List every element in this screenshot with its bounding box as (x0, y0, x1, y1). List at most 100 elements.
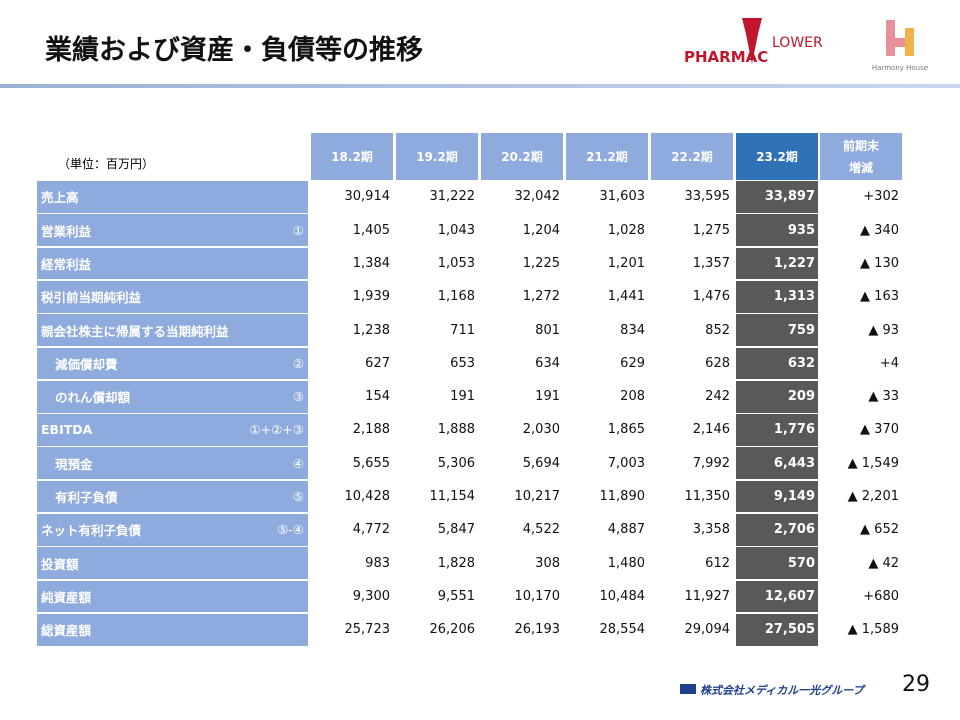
value-cell: 1,238 (352, 322, 390, 338)
change-cell: +4 (879, 355, 899, 371)
label-note: ① (292, 222, 304, 238)
row-label: 親会社株主に帰属する当期純利益 (37, 314, 308, 346)
value-cell: 634 (535, 355, 560, 371)
label-text: 減価償却費 (55, 356, 118, 372)
value-cell: 1,053 (437, 255, 475, 271)
value-cell: 935 (736, 214, 818, 247)
value-cell: 11,350 (684, 489, 731, 505)
value-cell: 1,865 (607, 422, 645, 438)
label-text: 経常利益 (41, 256, 92, 272)
value-cell: 33,897 (736, 181, 818, 213)
value-cell: 191 (450, 389, 475, 405)
row-label: のれん償却額 ③ (37, 380, 308, 413)
value-cell: 31,603 (599, 189, 646, 205)
change-cell: ▲ 2,201 (847, 489, 899, 505)
change-cell: +302 (863, 189, 899, 205)
change-cell: ▲ 163 (860, 289, 899, 305)
column-header: 前期末 増減 (820, 133, 902, 180)
pharmac-logo: PHARMAC LOWER (684, 18, 823, 66)
value-cell: 834 (620, 322, 645, 338)
label-note: ④ (292, 455, 304, 471)
value-cell: 1,939 (352, 289, 390, 305)
value-cell: 983 (365, 555, 390, 571)
value-cell: 1,028 (607, 222, 645, 238)
row-label: EBITDA ①+②+③ (37, 414, 308, 446)
value-cell: 1,480 (607, 555, 645, 571)
value-cell: 632 (736, 347, 818, 380)
label-text: 営業利益 (41, 223, 92, 239)
label-note: ② (292, 355, 304, 371)
label-note: ③ (292, 389, 304, 405)
value-cell: 1,405 (352, 222, 390, 238)
label-note: ⑤-④ (277, 522, 304, 538)
value-cell: 25,723 (344, 622, 391, 638)
value-cell: 208 (620, 389, 645, 405)
title: 業績および資産・負債等の推移 (45, 35, 423, 66)
row-label: 売上高 (37, 181, 308, 213)
value-cell: 26,206 (429, 622, 476, 638)
value-cell: 1,168 (437, 289, 475, 305)
value-cell: 9,300 (352, 588, 390, 604)
change-cell: ▲ 370 (860, 422, 899, 438)
value-cell: 1,275 (692, 222, 730, 238)
value-cell: 629 (620, 355, 645, 371)
value-cell: 1,828 (437, 555, 475, 571)
value-cell: 6,443 (736, 447, 818, 480)
value-cell: 4,522 (522, 522, 560, 538)
value-cell: 29,094 (684, 622, 731, 638)
label-text: 純資産額 (41, 589, 92, 605)
value-cell: 1,384 (352, 255, 390, 271)
value-cell: 30,914 (344, 189, 391, 205)
value-cell: 1,201 (607, 255, 645, 271)
row-label: 営業利益 ① (37, 214, 308, 247)
label-text: 現預金 (55, 456, 93, 472)
logo-text: LOWER (772, 35, 823, 51)
value-cell: 1,476 (692, 289, 730, 305)
value-cell: 612 (705, 555, 730, 571)
value-cell: 11,890 (599, 489, 646, 505)
value-cell: 11,927 (684, 588, 731, 604)
label-text: ネット有利子負債 (41, 523, 142, 539)
column-header: 22.2期 (651, 133, 733, 180)
column-header: 20.2期 (481, 133, 563, 180)
value-cell: 242 (705, 389, 730, 405)
change-cell: ▲ 1,549 (847, 455, 899, 471)
company-logo: 株式会社メディカル一光グループ (680, 682, 864, 698)
column-header: 18.2期 (311, 133, 393, 180)
value-cell: 1,225 (522, 255, 560, 271)
row-label: 有利子負債 ⑤ (37, 480, 308, 513)
value-cell: 33,595 (684, 189, 731, 205)
value-cell: 1,441 (607, 289, 645, 305)
row-label: 現預金 ④ (37, 447, 308, 480)
value-cell: 711 (450, 322, 475, 338)
change-cell: ▲ 1,589 (847, 622, 899, 638)
value-cell: 4,772 (352, 522, 390, 538)
value-cell: 5,655 (352, 455, 390, 471)
label-text: 総資産額 (41, 623, 92, 639)
value-cell: 26,193 (514, 622, 561, 638)
value-cell: 2,188 (352, 422, 390, 438)
row-label: 総資産額 (37, 613, 308, 646)
value-cell: 27,505 (736, 613, 818, 646)
value-cell: 2,030 (522, 422, 560, 438)
label-note: ⑤ (292, 489, 304, 505)
harmony-logo: Harmony House (872, 20, 928, 72)
value-cell: 1,888 (437, 422, 475, 438)
value-cell: 1,043 (437, 222, 475, 238)
value-cell: 5,694 (522, 455, 560, 471)
change-cell: ▲ 652 (860, 522, 899, 538)
logo-text: PHARMAC (684, 48, 768, 66)
value-cell: 1,357 (692, 255, 730, 271)
column-header: 23.2期 (736, 133, 818, 180)
value-cell: 1,313 (736, 280, 818, 313)
value-cell: 209 (736, 380, 818, 413)
value-cell: 3,358 (692, 522, 730, 538)
change-cell: ▲ 42 (868, 555, 899, 571)
value-cell: 32,042 (514, 189, 561, 205)
value-cell: 7,992 (692, 455, 730, 471)
header-line: 増減 (848, 160, 873, 175)
label-text: 投資額 (41, 556, 79, 572)
row-label: 純資産額 (37, 580, 308, 613)
value-cell: 1,776 (736, 414, 818, 446)
